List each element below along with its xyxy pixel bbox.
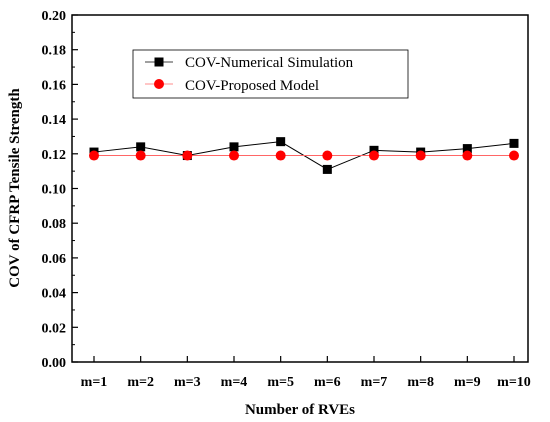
legend-square-marker bbox=[154, 57, 164, 67]
y-tick-label: 0.18 bbox=[42, 44, 67, 59]
y-tick-label: 0.00 bbox=[42, 356, 67, 371]
x-tick-label: m=1 bbox=[81, 375, 108, 390]
legend-frame bbox=[132, 49, 409, 99]
y-tick-label: 0.16 bbox=[42, 78, 67, 93]
x-tick-label: m=3 bbox=[174, 375, 201, 390]
y-tick-label: 0.12 bbox=[42, 148, 67, 163]
data-point-circle bbox=[462, 150, 473, 161]
data-point-circle bbox=[415, 150, 426, 161]
y-tick-label: 0.10 bbox=[42, 183, 67, 198]
legend-entry-numerical: COV-Numerical Simulation bbox=[145, 55, 354, 71]
data-point-circle bbox=[369, 150, 379, 161]
data-point-circle bbox=[275, 150, 286, 161]
legend-label-numerical: COV-Numerical Simulation bbox=[185, 55, 354, 71]
data-point-square bbox=[229, 142, 239, 152]
data-point-square bbox=[276, 137, 286, 147]
data-point-circle bbox=[322, 150, 333, 161]
x-tick-label: m=7 bbox=[361, 375, 388, 390]
y-tick-label: 0.20 bbox=[42, 9, 67, 24]
data-point-square bbox=[509, 138, 519, 148]
x-tick-label: m=6 bbox=[314, 375, 341, 390]
y-tick-label: 0.04 bbox=[42, 287, 67, 302]
x-tick-label: m=8 bbox=[407, 375, 434, 390]
y-axis-title: COV of CFRP Tensile Strength bbox=[7, 88, 23, 288]
data-point-square bbox=[462, 144, 472, 154]
data-point-circle bbox=[89, 150, 99, 161]
x-axis: m=1 m=2 m=3 m=4 m=5 m=6 m=7 m=8 m=9 m=10 bbox=[81, 356, 531, 390]
y-tick-label: 0.14 bbox=[42, 113, 67, 128]
y-tick-label: 0.08 bbox=[42, 217, 67, 232]
x-tick-label: m=2 bbox=[127, 375, 154, 390]
y-tick-label: 0.02 bbox=[42, 321, 67, 336]
data-point-circle bbox=[509, 150, 519, 161]
x-tick-label: m=4 bbox=[221, 375, 248, 390]
legend: COV-Numerical Simulation COV-Proposed Mo… bbox=[132, 49, 409, 99]
legend-entry-proposed: COV-Proposed Model bbox=[145, 78, 319, 94]
data-point-circle bbox=[229, 150, 239, 161]
series-layer bbox=[89, 137, 519, 174]
x-tick-label: m=10 bbox=[497, 375, 531, 390]
data-point-circle bbox=[135, 150, 146, 161]
data-point-square bbox=[322, 164, 332, 174]
y-tick-label: 0.06 bbox=[42, 252, 67, 267]
data-point-circle bbox=[182, 150, 193, 161]
x-tick-label: m=9 bbox=[454, 375, 481, 390]
legend-label-proposed: COV-Proposed Model bbox=[185, 78, 319, 94]
data-point-square bbox=[136, 142, 146, 152]
x-axis-title: Number of RVEs bbox=[245, 402, 355, 418]
legend-circle-marker bbox=[154, 79, 164, 89]
data-point-square bbox=[369, 145, 379, 155]
y-axis: 0.00 0.02 0.04 0.06 0.08 0.10 0.12 0.14 0.16 0.18… bbox=[42, 9, 78, 371]
x-tick-label: m=5 bbox=[267, 375, 294, 390]
